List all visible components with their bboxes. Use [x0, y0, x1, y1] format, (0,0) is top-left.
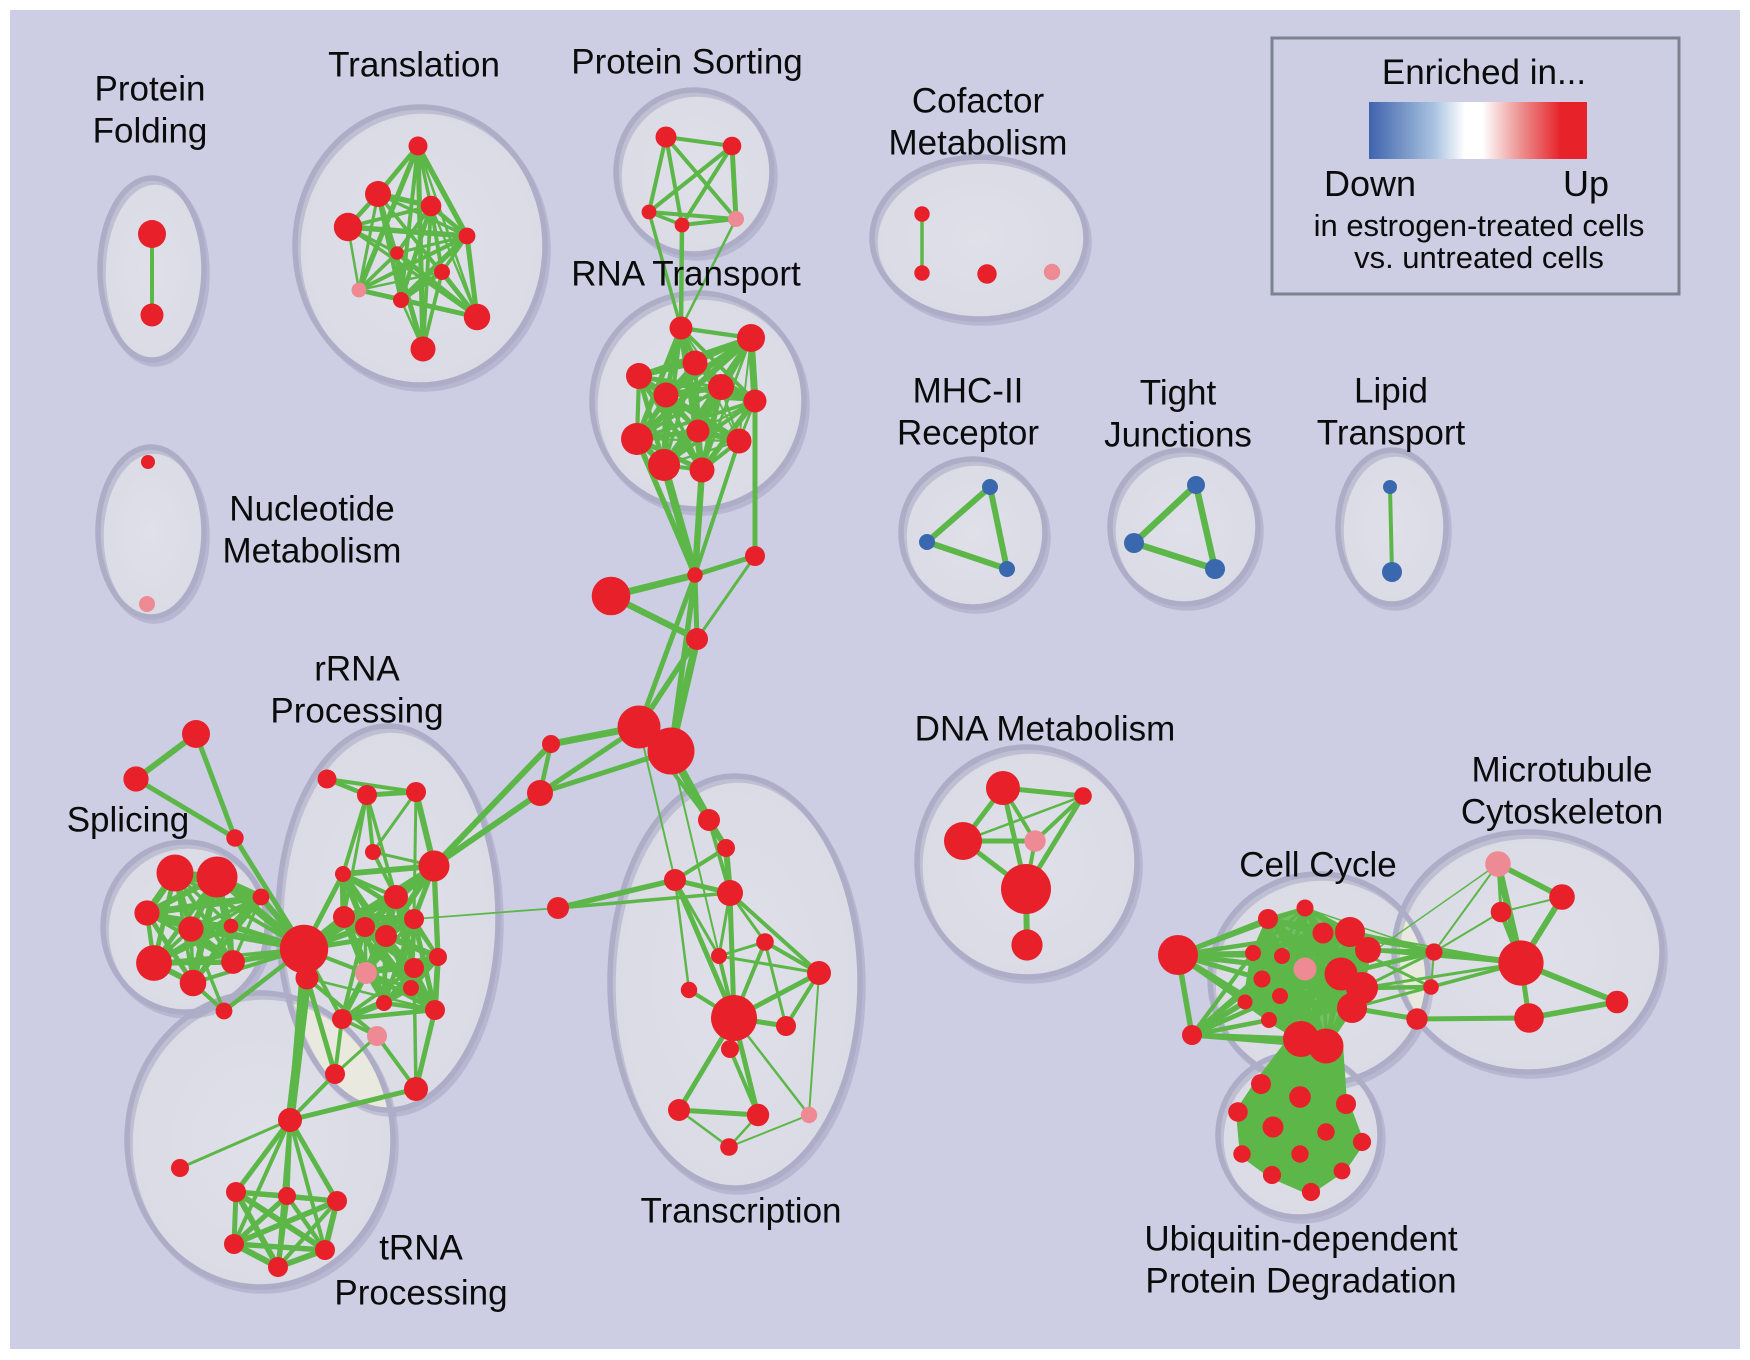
svg-text:Receptor: Receptor: [897, 413, 1039, 452]
svg-text:RNA Transport: RNA Transport: [571, 254, 801, 293]
svg-text:Transcription: Transcription: [641, 1191, 842, 1230]
svg-text:Microtubule: Microtubule: [1472, 750, 1653, 789]
svg-text:Metabolism: Metabolism: [223, 531, 402, 570]
svg-text:tRNA: tRNA: [379, 1228, 463, 1267]
svg-text:Cell Cycle: Cell Cycle: [1239, 845, 1397, 884]
svg-text:Processing: Processing: [334, 1273, 507, 1312]
svg-text:Processing: Processing: [270, 691, 443, 730]
svg-text:MHC-II: MHC-II: [913, 371, 1024, 410]
svg-text:Cofactor: Cofactor: [912, 81, 1045, 120]
svg-text:Down: Down: [1324, 163, 1416, 204]
svg-text:Nucleotide: Nucleotide: [229, 489, 394, 528]
svg-text:vs. untreated cells: vs. untreated cells: [1354, 240, 1604, 275]
svg-text:Up: Up: [1563, 163, 1609, 204]
svg-text:Protein Sorting: Protein Sorting: [571, 42, 803, 81]
svg-text:Translation: Translation: [328, 45, 500, 84]
svg-text:Cytoskeleton: Cytoskeleton: [1461, 792, 1663, 831]
svg-text:Metabolism: Metabolism: [889, 123, 1068, 162]
svg-text:Folding: Folding: [93, 111, 208, 150]
svg-text:in estrogen-treated cells: in estrogen-treated cells: [1314, 208, 1645, 243]
svg-text:rRNA: rRNA: [314, 649, 400, 688]
svg-text:Splicing: Splicing: [67, 800, 190, 839]
svg-text:Enriched in...: Enriched in...: [1382, 53, 1586, 92]
svg-text:DNA Metabolism: DNA Metabolism: [915, 709, 1176, 748]
svg-text:Ubiquitin-dependent: Ubiquitin-dependent: [1144, 1219, 1458, 1258]
svg-text:Protein: Protein: [95, 69, 206, 108]
svg-text:Tight: Tight: [1140, 373, 1217, 412]
svg-text:Transport: Transport: [1317, 413, 1466, 452]
svg-text:Junctions: Junctions: [1104, 415, 1252, 454]
svg-text:Protein Degradation: Protein Degradation: [1145, 1261, 1456, 1300]
svg-text:Lipid: Lipid: [1354, 371, 1428, 410]
